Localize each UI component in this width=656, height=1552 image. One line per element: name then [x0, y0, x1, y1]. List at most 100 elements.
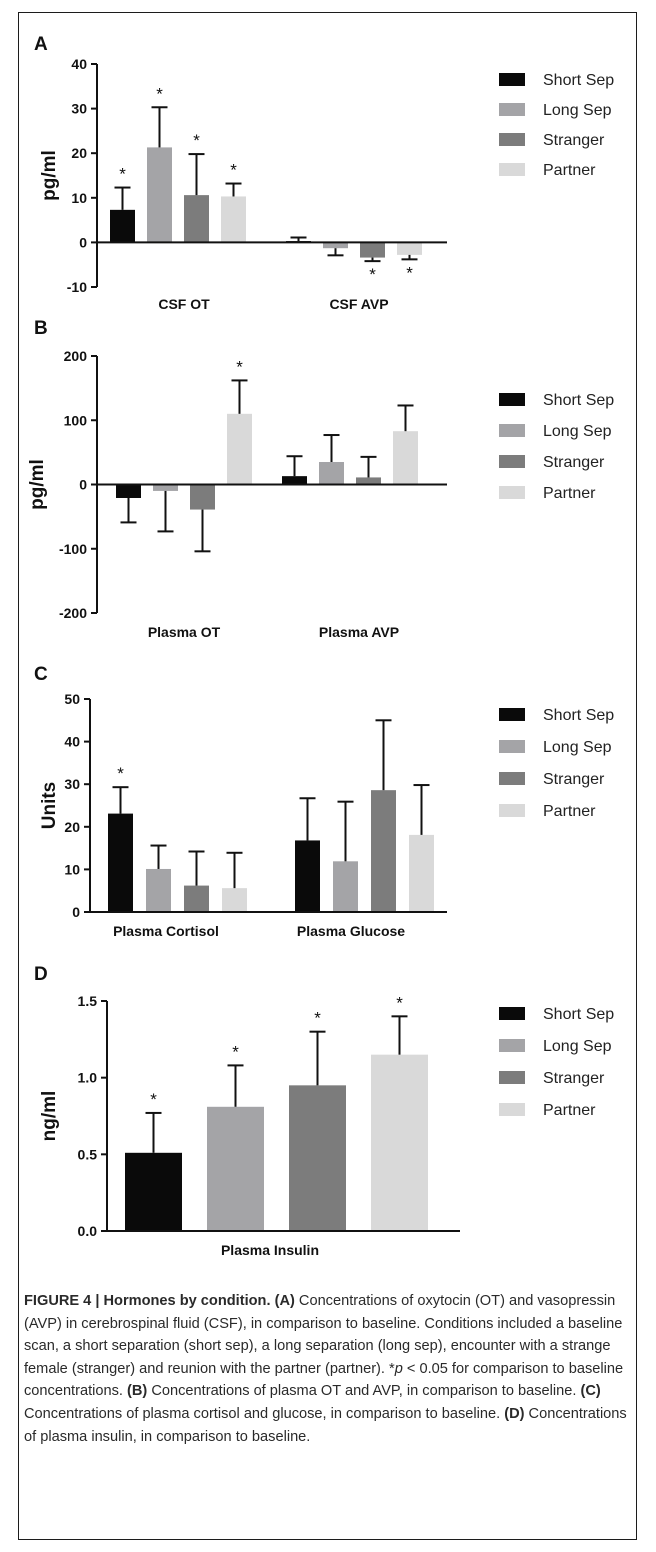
y-tick-label: 10 [71, 190, 87, 206]
caption-part-a-label: (A) [274, 1293, 295, 1309]
bar-short-sep [110, 209, 135, 243]
legend-swatch [499, 804, 525, 817]
significance-star: * [369, 265, 376, 284]
bar-stranger [184, 885, 209, 912]
legend-swatch [499, 73, 525, 86]
caption-sig-text: < 0.05 for comparison to baseline concen… [24, 1360, 624, 1400]
significance-star: * [150, 1090, 157, 1109]
panel-b: Bpg/ml -200 -100 0 100 200 * Plasma OT Plasma AV… [27, 318, 614, 640]
y-tick-label: 0.5 [78, 1146, 98, 1162]
bar-stranger [356, 477, 381, 485]
legend-swatch [499, 163, 525, 176]
bar-stranger [190, 484, 215, 510]
bar-partner [409, 834, 434, 912]
bar-long-sep [319, 462, 344, 485]
caption-part-a-text: Concentrations of oxytocin (OT) and vaso… [24, 1293, 623, 1377]
y-tick-label: 1.5 [78, 993, 98, 1009]
category-label: Plasma Glucose [297, 923, 405, 939]
legend-entry: Partner [543, 485, 596, 502]
legend-entry: Long Sep [543, 739, 612, 756]
bar-short-sep [116, 484, 141, 498]
legend-entry: Short Sep [543, 72, 614, 89]
y-axis-label: ng/ml [39, 1091, 60, 1142]
legend-entry: Long Sep [543, 1038, 612, 1055]
y-axis-label: pg/ml [27, 459, 48, 510]
caption-p-symbol: p [394, 1360, 403, 1377]
legend-swatch [499, 740, 525, 753]
category-label: Plasma Cortisol [113, 923, 219, 939]
significance-star: * [193, 131, 200, 150]
category-label: Plasma Insulin [221, 1242, 319, 1258]
caption-part-d-text: Concentrations of plasma insulin, in com… [24, 1405, 627, 1445]
bar-partner [371, 1054, 428, 1231]
bar-partner [221, 196, 246, 243]
legend-swatch [499, 455, 525, 468]
bar-partner [393, 431, 418, 485]
y-tick-label: 0 [79, 234, 87, 250]
bar-long-sep [146, 868, 171, 912]
y-tick-label: -100 [59, 541, 87, 557]
figure-frame [18, 12, 637, 1540]
legend-entry: Stranger [543, 1070, 605, 1087]
y-tick-label: 1.0 [78, 1070, 98, 1086]
significance-star: * [230, 161, 237, 180]
panel-letter: C [34, 664, 48, 685]
bar-long-sep [207, 1106, 264, 1231]
category-label: Plasma AVP [319, 624, 399, 640]
caption-part-b-text: Concentrations of plasma OT and AVP, in … [147, 1383, 581, 1400]
charts-canvas: Apg/ml -100 10 20 30 40 * * * * * * CSF OT CSF AVP Sho… [27, 34, 614, 1258]
y-tick-label: 0.0 [78, 1223, 98, 1239]
caption-part-d-label: (D) [504, 1405, 525, 1422]
legend-swatch [499, 424, 525, 437]
y-tick-label: -200 [59, 605, 87, 621]
y-tick-label: 40 [64, 734, 80, 750]
significance-star: * [232, 1042, 239, 1061]
y-tick-label: 50 [64, 691, 80, 707]
bar-long-sep [153, 484, 178, 491]
y-tick-label: 20 [64, 819, 80, 835]
legend-entry: Short Sep [543, 707, 614, 724]
legend-entry: Partner [543, 1102, 596, 1119]
y-tick-label: 30 [71, 101, 87, 117]
legend-swatch [499, 393, 525, 406]
bar-stranger [289, 1085, 346, 1231]
y-tick-label: 10 [64, 861, 80, 877]
legend-swatch [499, 1007, 525, 1020]
bar-long-sep [333, 861, 358, 912]
significance-star: * [314, 1009, 321, 1028]
significance-star: * [119, 165, 126, 184]
category-label: CSF OT [158, 296, 210, 312]
legend-swatch [499, 486, 525, 499]
legend-entry: Short Sep [543, 1006, 614, 1023]
panel-letter: A [34, 34, 48, 55]
legend-swatch [499, 772, 525, 785]
bar-short-sep [282, 476, 307, 485]
y-tick-label: 100 [64, 412, 88, 428]
legend-entry: Long Sep [543, 102, 612, 119]
bar-short-sep [295, 840, 320, 912]
caption-part-c-label: (C) [580, 1383, 601, 1400]
significance-star: * [117, 764, 124, 783]
legend-entry: Partner [543, 162, 596, 179]
panel-letter: B [34, 318, 48, 339]
y-axis-label: Units [39, 782, 60, 830]
bar-stranger [360, 242, 385, 258]
legend-entry: Short Sep [543, 392, 614, 409]
y-axis-label: pg/ml [39, 150, 60, 201]
y-tick-label: 0 [79, 477, 87, 493]
significance-star: * [156, 84, 163, 103]
legend-swatch [499, 1039, 525, 1052]
legend-entry: Stranger [543, 454, 605, 471]
caption-part-b-label: (B) [127, 1383, 148, 1400]
bar-short-sep [125, 1152, 182, 1231]
category-label: CSF AVP [329, 296, 388, 312]
y-tick-label: 30 [64, 776, 80, 792]
bar-partner [222, 888, 247, 912]
legend-swatch [499, 103, 525, 116]
significance-star: * [406, 263, 413, 282]
y-tick-label: 0 [72, 904, 80, 920]
y-tick-label: 20 [71, 145, 87, 161]
legend-entry: Long Sep [543, 423, 612, 440]
bar-long-sep [147, 147, 172, 243]
